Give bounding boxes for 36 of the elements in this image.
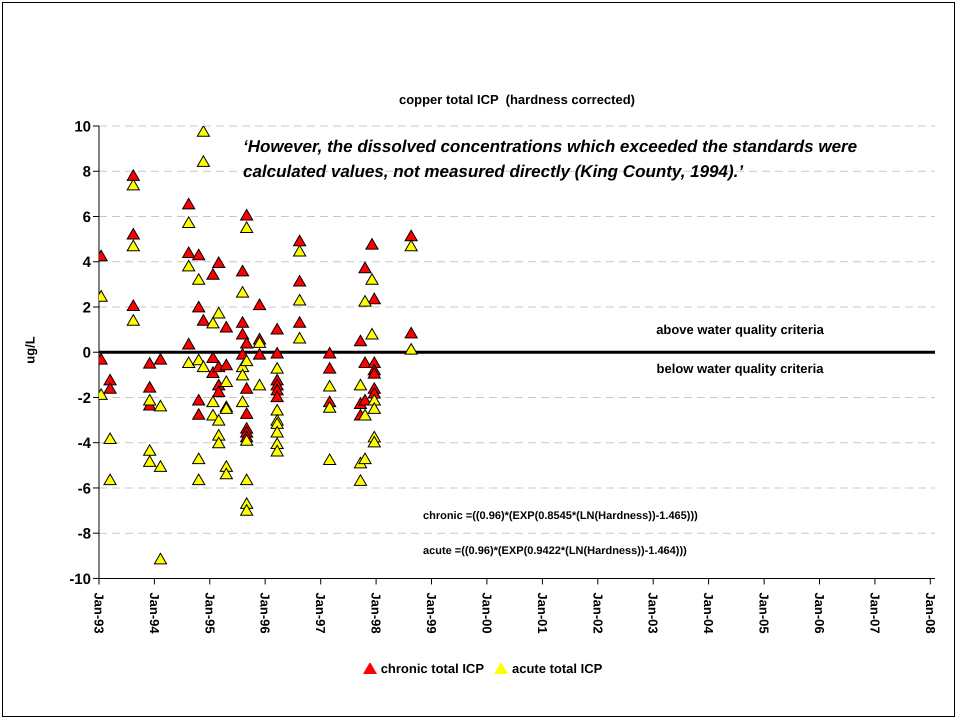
x-tick-label: Jan-05: [756, 592, 772, 634]
x-tick-label: Jan-02: [590, 592, 606, 634]
y-tick-label: 10: [74, 118, 91, 136]
x-tick-label: Jan-07: [867, 592, 882, 634]
x-tick-label: Jan-00: [479, 592, 494, 634]
x-tick-label: Jan-99: [424, 592, 439, 634]
x-tick-label: Jan-03: [646, 592, 661, 634]
y-tick-label: 4: [82, 254, 92, 272]
y-tick-label: -2: [78, 390, 91, 407]
x-tick-label: Jan-04: [701, 592, 716, 634]
y-tick-label: -8: [78, 526, 91, 543]
x-tick-label: Jan-06: [812, 592, 828, 634]
y-tick-label: -4: [78, 435, 92, 452]
x-tick-label: Jan-08: [922, 592, 938, 634]
y-tick-label: -10: [69, 570, 91, 588]
x-tick-label: Jan-93: [92, 592, 106, 634]
y-tick-label: 6: [82, 208, 91, 226]
y-tick-label: 2: [82, 299, 91, 316]
annotation: below water quality criteria: [656, 361, 824, 376]
x-tick-label: Jan-98: [368, 592, 384, 634]
legend-label: acute total ICP: [512, 661, 602, 676]
y-tick-label: -6: [78, 480, 91, 498]
annotation: acute =((0.96)*(EXP(0.9422*(LN(Hardness))-1.464))): [423, 545, 688, 557]
chart-title: copper total ICP (hardness corrected): [398, 92, 636, 107]
legend-label: chronic total ICP: [380, 661, 484, 676]
x-tick-label: Jan-95: [202, 592, 218, 634]
annotation: ‘However, the dissolved concentrations which exceeded the standards were calculated values, not measured directly (King County, 1994).’: [243, 136, 858, 183]
x-tick-label: Jan-94: [146, 592, 162, 634]
annotation: above water quality criteria: [655, 322, 825, 337]
x-tick-label: Jan-97: [313, 592, 328, 634]
y-tick-label: 0: [82, 344, 91, 362]
annotation: chronic =((0.96)*(EXP(0.8545*(LN(Hardness))-1.465))): [423, 510, 699, 522]
x-tick-label: Jan-01: [534, 592, 550, 634]
y-axis-title: ug/L: [22, 336, 38, 364]
y-tick-label: 8: [82, 164, 91, 181]
x-tick-label: Jan-96: [258, 592, 273, 634]
